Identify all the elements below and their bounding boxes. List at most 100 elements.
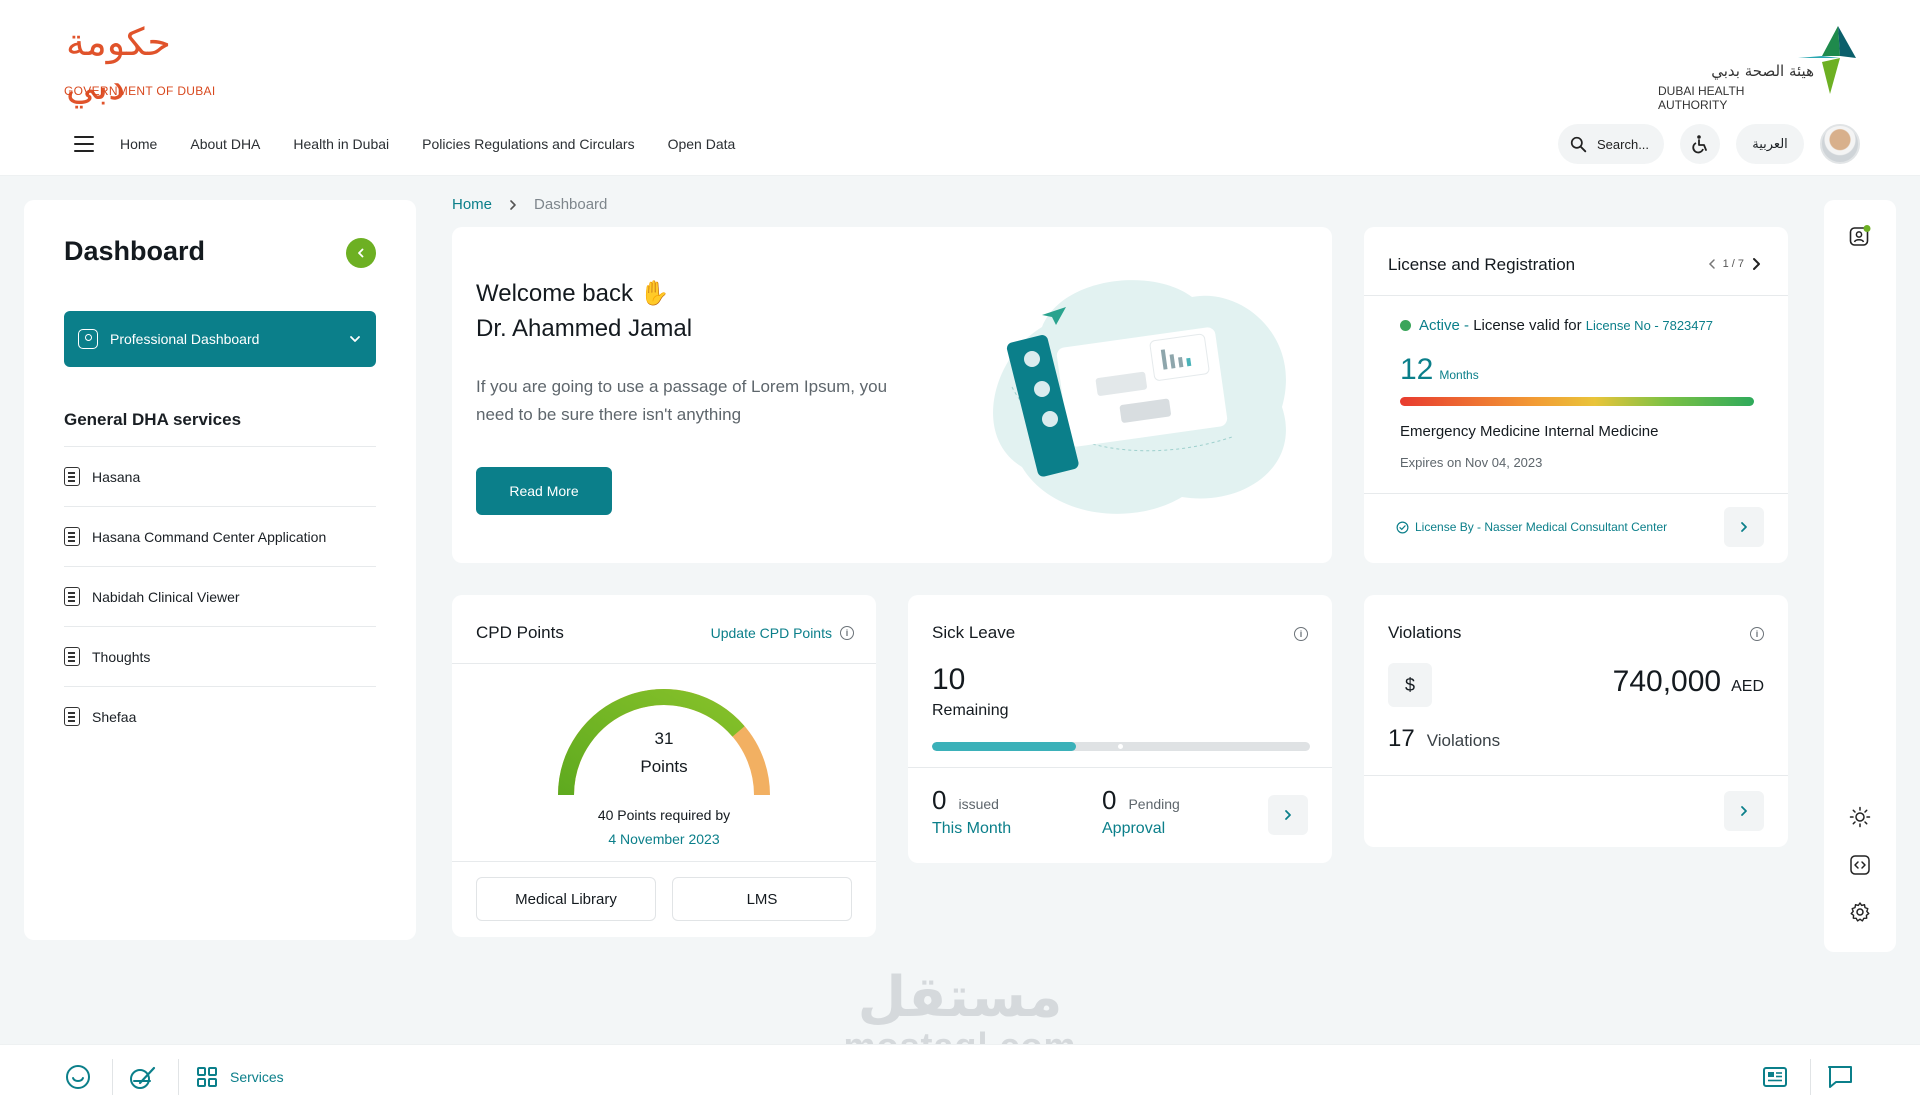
dropdown-label: Professional Dashboard <box>110 331 260 347</box>
count-label: Violations <box>1426 731 1501 750</box>
license-number: License No - 7823477 <box>1585 318 1713 333</box>
breadcrumb-home[interactable]: Home <box>452 196 493 213</box>
chevron-right-icon[interactable] <box>1750 257 1762 271</box>
sidebar-item-hasana-command-center[interactable]: Hasana Command Center Application <box>64 506 376 566</box>
welcome-greeting: Welcome back ✋ <box>476 279 670 308</box>
hamburger-menu-icon[interactable] <box>74 136 94 152</box>
license-validity-bar <box>1400 397 1754 406</box>
progress-marker <box>1118 744 1123 749</box>
edit-button[interactable] <box>128 1061 158 1093</box>
services-button[interactable]: Services <box>196 1061 284 1093</box>
dollar-icon: $ <box>1388 663 1432 707</box>
settings-button[interactable] <box>1848 900 1872 924</box>
sidebar-item-thoughts[interactable]: Thoughts <box>64 626 376 686</box>
user-card-icon <box>1849 225 1871 246</box>
cpd-gauge <box>558 689 770 796</box>
divider <box>452 861 876 862</box>
language-toggle[interactable]: العربية <box>1736 124 1804 164</box>
search-button[interactable]: Search... <box>1558 124 1664 164</box>
sidebar-item-label: Thoughts <box>92 648 151 665</box>
divider <box>1364 775 1788 776</box>
sidebar-item-shefaa[interactable]: Shefaa <box>64 686 376 746</box>
pending-stat: 0 Pending Approval <box>1102 785 1180 838</box>
divider <box>452 663 876 664</box>
license-specialty: Emergency Medicine Internal Medicine <box>1400 423 1659 440</box>
sick-leave-remaining-label: Remaining <box>932 702 1009 719</box>
government-of-dubai-logo[interactable]: حكومة دبي GOVERNMENT OF DUBAI <box>62 20 242 108</box>
info-icon[interactable]: i <box>1294 627 1308 641</box>
top-header: حكومة دبي GOVERNMENT OF DUBAI هيئة الصحة… <box>0 0 1920 176</box>
amount-currency: AED <box>1731 678 1764 695</box>
cpd-points-label: Points <box>640 757 688 776</box>
accessibility-button[interactable] <box>1680 124 1720 164</box>
search-icon <box>1570 136 1587 152</box>
right-rail <box>1824 200 1896 952</box>
main-navigation: Home About DHA Health in Dubai Policies … <box>74 130 768 158</box>
sidebar-item-label: Shefaa <box>92 708 137 725</box>
waving-hand-icon: ✋ <box>639 279 670 307</box>
user-avatar[interactable] <box>1820 124 1860 164</box>
chevron-right-icon <box>1285 810 1291 820</box>
license-expiry: Expires on Nov 04, 2023 <box>1400 455 1543 470</box>
medical-library-button[interactable]: Medical Library <box>476 877 656 921</box>
cpd-title: CPD Points <box>476 623 564 642</box>
feedback-button[interactable] <box>64 1061 92 1093</box>
code-view-button[interactable] <box>1848 853 1872 877</box>
sidebar-item-label: Hasana Command Center Application <box>92 528 327 545</box>
nav-health-in-dubai[interactable]: Health in Dubai <box>293 136 390 152</box>
news-button[interactable] <box>1762 1061 1788 1093</box>
status-dot <box>1400 320 1411 331</box>
nav-policies[interactable]: Policies Regulations and Circulars <box>422 136 635 152</box>
dashboard-illustration <box>993 280 1286 514</box>
dubai-health-authority-logo[interactable]: هيئة الصحة بدبي DUBAI HEALTH AUTHORITY <box>1658 24 1858 112</box>
nav-about-dha[interactable]: About DHA <box>190 136 261 152</box>
months-unit: Months <box>1439 368 1479 382</box>
gear-icon <box>1850 902 1870 922</box>
breadcrumb: Home Dashboard <box>452 196 607 213</box>
theme-toggle-button[interactable] <box>1848 805 1872 829</box>
professional-dashboard-dropdown[interactable]: Professional Dashboard <box>64 311 376 367</box>
chevron-right-icon <box>1741 522 1747 532</box>
nav-open-data[interactable]: Open Data <box>667 136 736 152</box>
separator <box>112 1059 113 1095</box>
gov-logo-arabic: حكومة دبي <box>66 20 172 108</box>
update-cpd-link[interactable]: Update CPD Points i <box>711 625 854 641</box>
license-details-button[interactable] <box>1724 507 1764 547</box>
issued-label: issued <box>958 796 999 812</box>
info-icon[interactable]: i <box>1750 627 1764 641</box>
user-badge-icon <box>78 329 98 349</box>
cpd-gauge-fill <box>558 689 745 796</box>
chevron-right-icon <box>1741 806 1747 816</box>
license-months: 12 Months <box>1400 353 1479 387</box>
sidebar-item-nabidah[interactable]: Nabidah Clinical Viewer <box>64 566 376 626</box>
services-list: Hasana Hasana Command Center Application… <box>64 446 376 746</box>
violations-title: Violations <box>1388 623 1462 642</box>
nav-home[interactable]: Home <box>120 136 158 152</box>
sick-leave-details-button[interactable] <box>1268 795 1308 835</box>
license-status: Active - License valid for License No - … <box>1400 317 1713 334</box>
pending-label: Pending <box>1128 796 1180 812</box>
read-more-button[interactable]: Read More <box>476 467 612 515</box>
dha-logo-arabic: هيئة الصحة بدبي <box>1711 62 1814 80</box>
wheelchair-icon <box>1692 135 1707 154</box>
chevron-left-icon[interactable] <box>1707 258 1717 270</box>
sick-leave-remaining-value: 10 <box>932 663 966 696</box>
chat-button[interactable] <box>1826 1061 1854 1093</box>
search-placeholder: Search... <box>1597 136 1650 152</box>
sick-leave-card: Sick Leave i 10 Remaining 0 issued This M… <box>908 595 1332 863</box>
sick-leave-title: Sick Leave <box>932 623 1016 642</box>
sun-icon <box>1849 806 1871 828</box>
profile-badge-button[interactable] <box>1848 224 1872 248</box>
violations-details-button[interactable] <box>1724 791 1764 831</box>
sidebar-collapse-button[interactable] <box>346 238 376 268</box>
cpd-points-value: 31 <box>654 729 674 748</box>
sidebar-title: Dashboard <box>64 236 206 266</box>
welcome-card: Welcome back ✋ Dr. Ahammed Jamal If you … <box>452 227 1332 563</box>
document-icon <box>64 707 80 726</box>
cpd-required-text: 40 Points required by <box>597 807 731 823</box>
issued-sub: This Month <box>932 820 1012 837</box>
sidebar-item-hasana[interactable]: Hasana <box>64 446 376 506</box>
chevron-down-icon <box>350 336 360 342</box>
lms-button[interactable]: LMS <box>672 877 852 921</box>
chevron-right-icon <box>510 199 516 210</box>
